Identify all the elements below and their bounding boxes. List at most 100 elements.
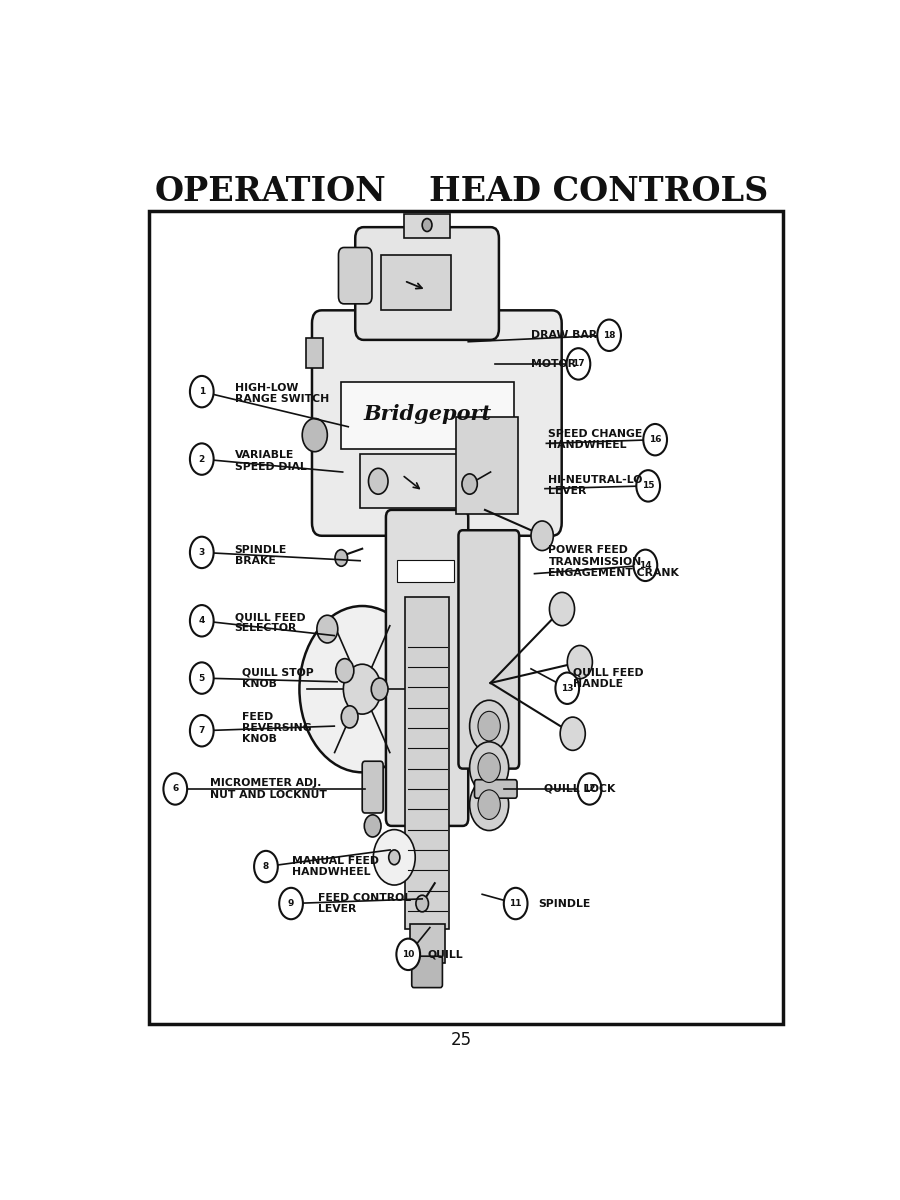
Text: 12: 12 (583, 785, 596, 793)
Text: OPERATION: OPERATION (155, 175, 386, 209)
Bar (360, 455, 473, 508)
Circle shape (341, 706, 358, 728)
Bar (397, 559, 454, 582)
Text: SPINDLE: SPINDLE (538, 899, 590, 908)
Text: 5: 5 (199, 673, 205, 683)
Text: 4: 4 (199, 617, 205, 625)
Text: 7: 7 (199, 726, 205, 736)
Circle shape (470, 742, 508, 793)
Text: MICROMETER ADJ.
NUT AND LOCKNUT: MICROMETER ADJ. NUT AND LOCKNUT (211, 779, 327, 799)
Circle shape (478, 752, 500, 782)
Text: HI-NEUTRAL-LO
LEVER: HI-NEUTRAL-LO LEVER (548, 475, 643, 497)
Bar (410, 924, 445, 962)
Text: 15: 15 (642, 481, 654, 491)
Circle shape (504, 888, 527, 919)
Circle shape (190, 605, 213, 636)
FancyBboxPatch shape (362, 761, 383, 812)
Text: FEED CONTROL
LEVER: FEED CONTROL LEVER (319, 893, 411, 914)
Text: HEAD CONTROLS: HEAD CONTROLS (429, 175, 768, 209)
FancyBboxPatch shape (312, 311, 562, 535)
Circle shape (190, 715, 213, 746)
Text: 9: 9 (288, 899, 294, 908)
Bar (306, 338, 323, 367)
Circle shape (389, 850, 400, 865)
Circle shape (335, 550, 347, 566)
Text: 8: 8 (263, 862, 269, 871)
Text: 10: 10 (402, 950, 414, 959)
Circle shape (344, 665, 381, 714)
Circle shape (462, 474, 477, 494)
Circle shape (478, 790, 500, 820)
Text: 1: 1 (199, 388, 205, 396)
Text: MANUAL FEED
HANDWHEEL: MANUAL FEED HANDWHEEL (292, 856, 380, 877)
FancyBboxPatch shape (386, 510, 468, 826)
FancyBboxPatch shape (356, 227, 499, 340)
Bar (148, 210, 784, 1024)
Text: VARIABLE
SPEED DIAL: VARIABLE SPEED DIAL (235, 450, 306, 472)
Text: HIGH-LOW
RANGE SWITCH: HIGH-LOW RANGE SWITCH (235, 383, 328, 404)
Circle shape (372, 678, 388, 701)
Bar (404, 215, 450, 239)
Text: SPINDLE
BRAKE: SPINDLE BRAKE (235, 545, 287, 565)
Circle shape (416, 895, 428, 912)
Circle shape (555, 672, 579, 704)
Circle shape (598, 319, 621, 350)
Circle shape (254, 851, 278, 882)
Text: 25: 25 (451, 1031, 472, 1049)
Circle shape (300, 606, 425, 773)
Circle shape (644, 424, 667, 455)
Text: 17: 17 (572, 360, 585, 368)
Circle shape (302, 419, 328, 451)
Circle shape (336, 659, 354, 683)
Circle shape (190, 443, 213, 475)
Circle shape (279, 888, 303, 919)
Circle shape (478, 712, 500, 740)
Circle shape (317, 616, 338, 643)
FancyBboxPatch shape (458, 530, 519, 769)
Circle shape (190, 662, 213, 694)
Text: MOTOR: MOTOR (531, 359, 576, 368)
Circle shape (190, 376, 213, 407)
Circle shape (364, 815, 381, 838)
Circle shape (422, 218, 432, 232)
Text: QUILL FEED
HANDLE: QUILL FEED HANDLE (573, 667, 643, 689)
Circle shape (190, 536, 213, 568)
Text: QUILL STOP
KNOB: QUILL STOP KNOB (241, 667, 313, 689)
FancyBboxPatch shape (474, 780, 518, 798)
Circle shape (374, 829, 415, 886)
Text: 6: 6 (172, 785, 178, 793)
Text: FEED
REVERSING
KNOB: FEED REVERSING KNOB (241, 712, 311, 744)
Circle shape (368, 468, 388, 494)
Text: 14: 14 (639, 560, 652, 570)
Text: 11: 11 (509, 899, 522, 908)
Text: 18: 18 (603, 331, 616, 340)
Text: POWER FEED
TRANSMISSION
ENGAGEMENT CRANK: POWER FEED TRANSMISSION ENGAGEMENT CRANK (548, 546, 680, 578)
Circle shape (560, 718, 585, 750)
Text: 2: 2 (199, 455, 205, 463)
Text: 16: 16 (649, 436, 662, 444)
Text: SPEED CHANGE
HANDWHEEL: SPEED CHANGE HANDWHEEL (548, 430, 643, 450)
Bar (341, 383, 514, 449)
Text: Bridgeport: Bridgeport (364, 404, 491, 425)
Text: 13: 13 (561, 684, 573, 692)
Bar (381, 254, 451, 311)
Text: QUILL FEED
SELECTOR: QUILL FEED SELECTOR (235, 612, 305, 634)
Circle shape (636, 470, 660, 502)
Circle shape (567, 646, 592, 679)
Text: QUILL LOCK: QUILL LOCK (544, 784, 615, 794)
Circle shape (531, 521, 554, 551)
Circle shape (470, 701, 508, 752)
Text: DRAW BAR: DRAW BAR (531, 330, 597, 341)
Circle shape (634, 550, 657, 581)
FancyBboxPatch shape (411, 956, 443, 988)
Circle shape (164, 773, 187, 805)
Circle shape (470, 779, 508, 830)
Circle shape (567, 348, 590, 379)
Bar (405, 596, 449, 929)
Circle shape (549, 593, 574, 625)
Text: QUILL: QUILL (428, 949, 464, 959)
Circle shape (396, 938, 420, 970)
Bar (455, 416, 518, 514)
FancyBboxPatch shape (338, 247, 372, 304)
Circle shape (578, 773, 601, 805)
